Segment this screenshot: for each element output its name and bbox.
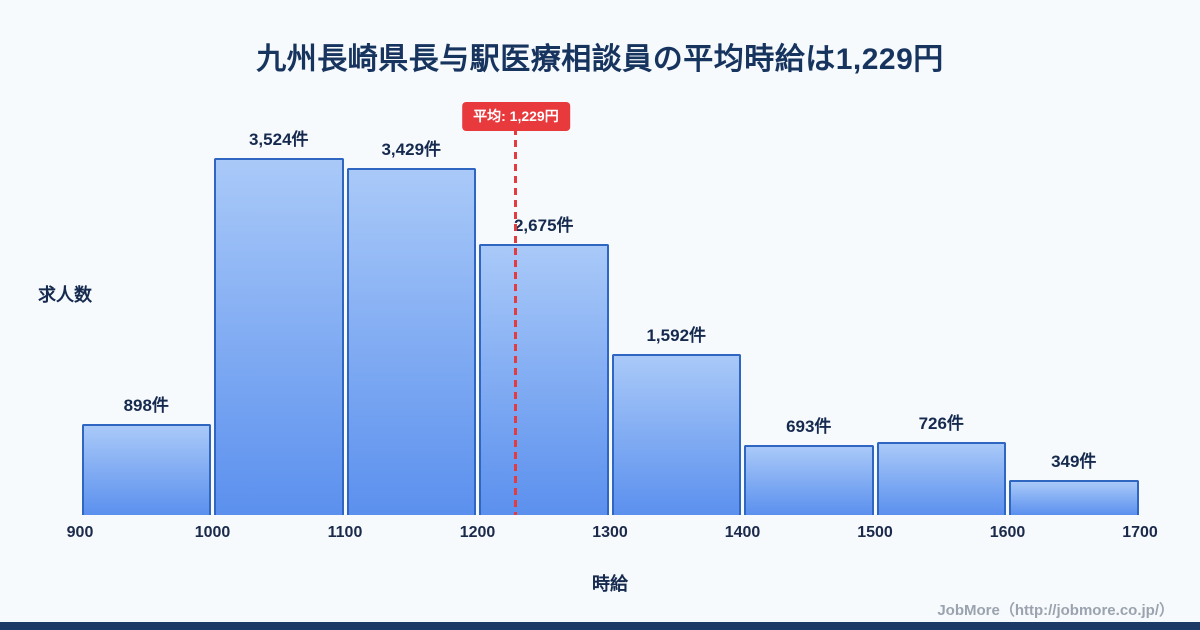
- x-tick-label: 1700: [1122, 524, 1158, 541]
- footer-credit: JobMore（http://jobmore.co.jp/）: [937, 602, 1174, 619]
- bar-value-label: 1,592件: [646, 325, 707, 345]
- x-tick-label: 1300: [592, 524, 628, 541]
- bar-value-label: 349件: [1051, 451, 1097, 471]
- histogram-bar: [479, 244, 609, 515]
- bar-value-label: 693件: [786, 416, 832, 436]
- histogram-bar: [81, 424, 211, 515]
- bar-value-label: 898件: [123, 396, 169, 416]
- x-axis-label: 時給: [592, 574, 628, 594]
- bar-value-label: 2,675件: [513, 216, 574, 236]
- histogram-bar: [1009, 479, 1139, 515]
- average-line: [514, 128, 518, 515]
- bar-value-label: 3,524件: [248, 130, 309, 150]
- x-tick-label: 1500: [857, 524, 893, 541]
- x-tick-label: 1400: [724, 524, 761, 541]
- x-tick-label: 1600: [989, 524, 1026, 541]
- bar-value-label: 3,429件: [381, 139, 442, 159]
- x-axis-ticks: 900 1000 1100 1200 1300 1400 1500 1600 1700: [67, 524, 1158, 546]
- histogram-bar: [876, 441, 1006, 515]
- histogram-bar: [214, 158, 344, 515]
- x-tick-label: 1100: [327, 524, 363, 541]
- bottom-accent-strip: [0, 622, 1200, 630]
- histogram-bar: [346, 167, 476, 515]
- x-tick-label: 1000: [194, 524, 231, 541]
- chart-title: 九州長崎県長与駅医療相談員の平均時給は1,229円: [256, 43, 944, 76]
- bar-value-label: 726件: [918, 413, 964, 433]
- histogram-bar: [744, 444, 874, 515]
- x-tick-label: 1200: [459, 524, 496, 541]
- plot-area: 898件 3,524件 3,429件 2,675件 1,592件 693件 726件 349件…: [80, 100, 1140, 515]
- y-axis-label: 求人数: [38, 285, 92, 305]
- histogram-bar: [611, 353, 741, 515]
- x-tick-label: 900: [66, 524, 94, 541]
- average-badge: 平均: 1,229円: [462, 102, 570, 131]
